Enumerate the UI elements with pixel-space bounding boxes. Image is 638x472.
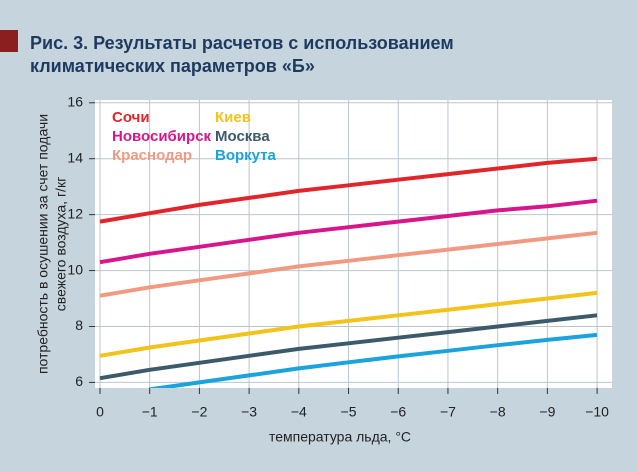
series-line	[99, 290, 598, 358]
x-tick-label: −1	[142, 404, 158, 420]
legend-label: Воркута	[215, 147, 277, 164]
x-tick-label: −8	[490, 404, 506, 420]
y-tick-label: 16	[67, 93, 83, 109]
x-tick-label: 0	[96, 404, 104, 420]
x-tick-label: −5	[341, 404, 357, 420]
x-axis-label: температура льда, °C	[269, 429, 411, 445]
y-tick-label: 10	[67, 261, 83, 277]
legend-label: Сочи	[112, 109, 150, 126]
y-tick-label: 8	[75, 317, 83, 333]
x-tick-label: −2	[191, 404, 207, 420]
y-tick-label: 14	[67, 149, 83, 165]
legend-label: Краснодар	[112, 147, 192, 164]
x-tick-label: −9	[539, 404, 555, 420]
x-tick-label: −6	[390, 404, 406, 420]
series-line	[149, 332, 598, 388]
y-axis-label: свежего воздуха, г/кг	[53, 177, 69, 311]
series-line	[99, 198, 598, 265]
legend-label: Киев	[215, 109, 251, 126]
legend-label: Новосибирск	[112, 128, 212, 145]
legend-label: Москва	[215, 128, 270, 145]
chart-title: Рис. 3. Результаты расчетов с использова…	[30, 33, 454, 53]
y-axis-label: потребность в осушении за счет подачи	[35, 114, 51, 374]
chart-title: климатических параметров «Б»	[30, 56, 315, 76]
x-tick-label: −7	[440, 404, 456, 420]
y-tick-label: 12	[67, 205, 83, 221]
series-line	[99, 230, 598, 298]
x-tick-label: −4	[291, 404, 307, 420]
y-tick-label: 6	[75, 373, 83, 389]
x-tick-label: −10	[585, 404, 609, 420]
x-tick-label: −3	[241, 404, 257, 420]
accent-strip	[0, 30, 18, 52]
series-line	[99, 313, 598, 381]
series-group	[99, 156, 598, 388]
plot-area	[95, 100, 612, 388]
series-line	[99, 156, 598, 224]
